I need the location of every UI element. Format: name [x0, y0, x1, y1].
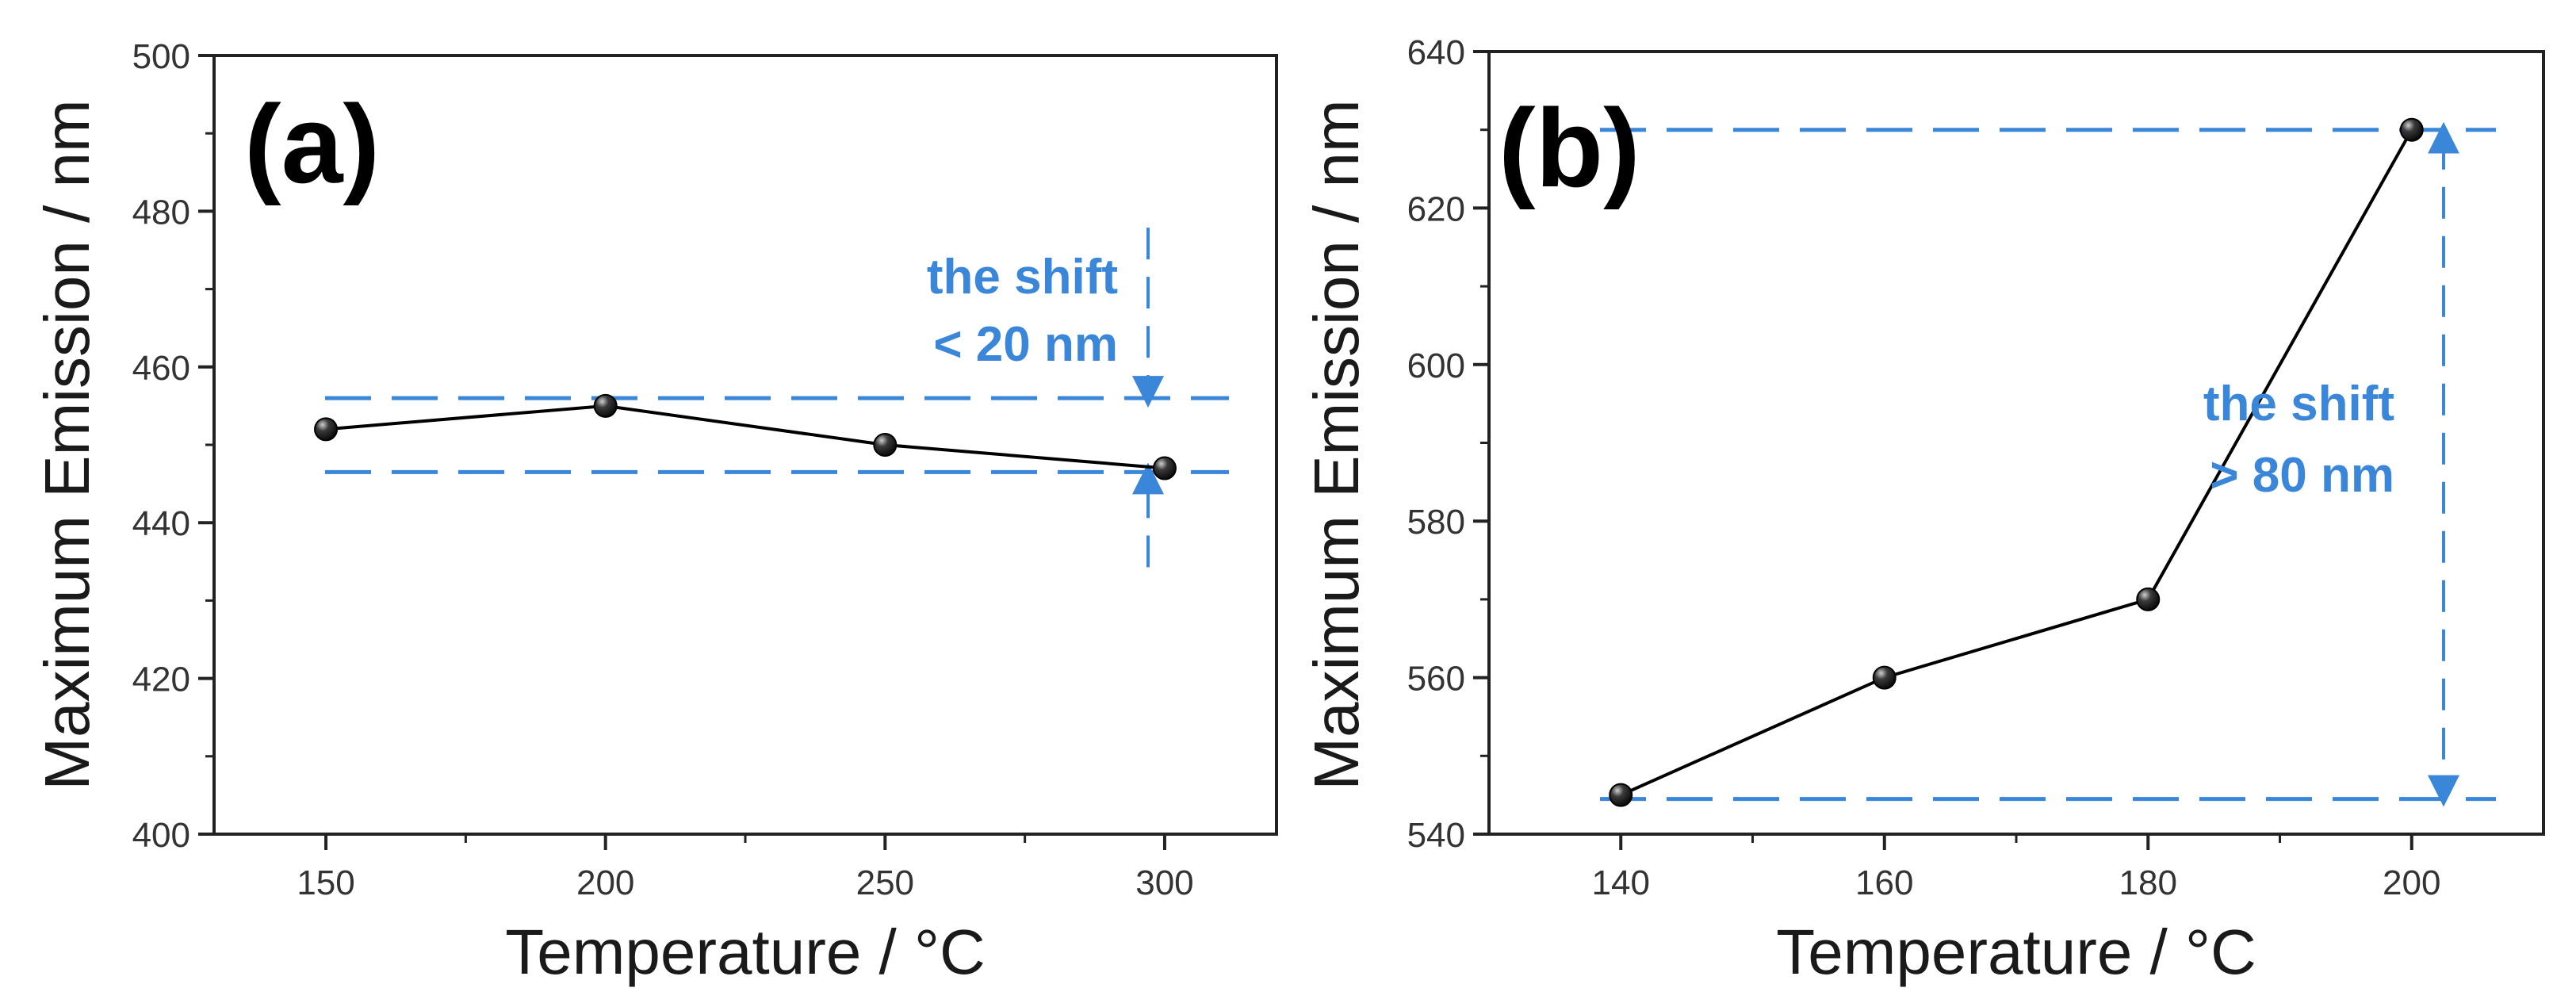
x-axis-title: Temperature / °C — [1776, 917, 2256, 987]
panel-a: 150 200 250 300 400 420 440 460 480 500 (a) Tempe… — [32, 37, 1278, 987]
y-tick-label: 640 — [1407, 33, 1465, 72]
data-point — [1609, 783, 1633, 807]
plot-frame — [1487, 50, 2545, 836]
data-point — [593, 393, 618, 418]
x-tick-label: 160 — [1855, 863, 1913, 902]
y-tick-label: 620 — [1407, 190, 1465, 228]
y-tick-label: 560 — [1407, 660, 1465, 699]
y-tick-label: 540 — [1407, 816, 1465, 855]
shift-annotation-line2: < 20 nm — [933, 317, 1118, 372]
data-point — [873, 433, 898, 457]
data-point — [2136, 587, 2161, 611]
y-tick-label: 400 — [132, 816, 190, 855]
x-tick-label: 180 — [2119, 863, 2177, 902]
data-point — [2399, 117, 2424, 142]
y-axis-title: Maximum Emission / nm — [1301, 99, 1372, 790]
x-tick-label: 250 — [856, 863, 914, 902]
panel-label-b: (b) — [1499, 86, 1640, 210]
y-tick-label: 600 — [1407, 347, 1465, 385]
x-tick-label: 150 — [297, 863, 354, 902]
data-point — [314, 417, 339, 442]
x-tick-label: 200 — [2383, 863, 2440, 902]
y-axis-title: Maximum Emission / nm — [32, 99, 102, 790]
data-markers — [1609, 117, 2424, 807]
reference-lines — [325, 396, 1229, 474]
x-tick-label: 140 — [1592, 863, 1650, 902]
panel-label-a: (a) — [244, 82, 380, 206]
y-tick-label: 420 — [132, 660, 190, 699]
data-markers — [314, 393, 1177, 481]
x-tick-label: 200 — [576, 863, 634, 902]
shift-annotation-line1: the shift — [2203, 377, 2394, 431]
data-point — [1152, 456, 1177, 481]
shift-annotation-line1: the shift — [927, 250, 1118, 304]
axis-ticks: 140 160 180 200 540 560 580 600 620 640 — [1407, 33, 2441, 902]
series-line — [1620, 128, 2413, 797]
axis-ticks: 150 200 250 300 400 420 440 460 480 500 — [132, 37, 1194, 902]
data-point — [1872, 665, 1897, 690]
shift-annotation-line2: > 80 nm — [2210, 448, 2394, 503]
panel-b: 140 160 180 200 540 560 580 600 620 640 (b) Tempe… — [1301, 33, 2545, 987]
y-tick-label: 500 — [132, 37, 190, 76]
y-tick-label: 580 — [1407, 503, 1465, 542]
x-tick-label: 300 — [1135, 863, 1193, 902]
y-tick-label: 480 — [132, 193, 190, 232]
y-tick-label: 440 — [132, 504, 190, 543]
x-axis-title: Temperature / °C — [505, 917, 986, 987]
series-line — [325, 404, 1166, 470]
reference-lines — [1600, 128, 2496, 802]
y-tick-label: 460 — [132, 349, 190, 388]
